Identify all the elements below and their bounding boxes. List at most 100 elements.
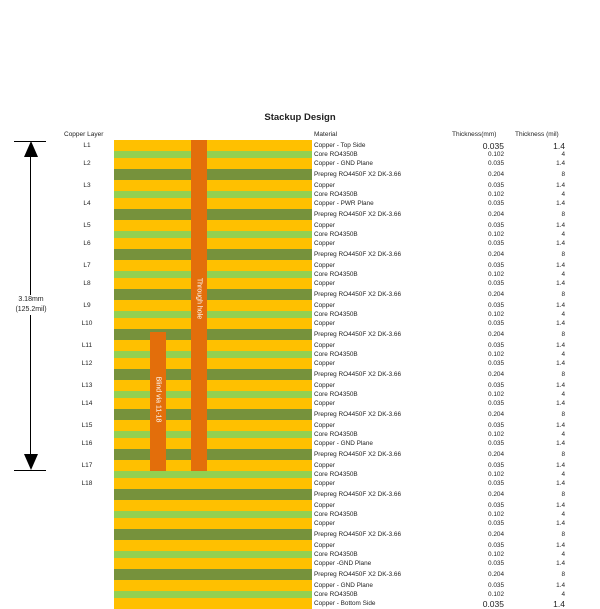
diagram-title: Stackup Design — [264, 112, 336, 123]
thickness-mil-value: 1.4 — [556, 341, 565, 349]
material-label: Copper — [314, 399, 335, 407]
thickness-mil-value: 1.4 — [556, 221, 565, 229]
thickness-mil-value: 1.4 — [556, 261, 565, 269]
copper-band — [114, 380, 312, 391]
thickness-mil-value: 4 — [561, 270, 565, 278]
thickness-mm-value: 0.035 — [488, 341, 504, 349]
thickness-mil-value: 8 — [561, 210, 565, 218]
thickness-mm-value: 0.102 — [488, 150, 504, 158]
copper-band — [114, 158, 312, 169]
thickness-mm-value: 0.102 — [488, 270, 504, 278]
copper-band — [114, 300, 312, 311]
thickness-mm-value: 0.204 — [488, 170, 504, 178]
prepreg-band — [114, 489, 312, 500]
prepreg-band — [114, 449, 312, 460]
through-hole-label: Through hole — [195, 277, 203, 320]
layer-label: L9 — [83, 301, 91, 309]
material-label: Copper — [314, 479, 335, 487]
copper-band — [114, 500, 312, 511]
thickness-mm-value: 0.204 — [488, 410, 504, 418]
material-label: Copper — [314, 181, 335, 189]
copper-band — [114, 340, 312, 351]
prepreg-band — [114, 409, 312, 420]
material-label: Core RO4350B — [314, 190, 358, 198]
thickness-mil-value: 8 — [561, 290, 565, 298]
layer-label: L1 — [83, 141, 91, 149]
copper-band — [114, 220, 312, 231]
material-label: Prepreg RO4450F X2 DK-3.66 — [314, 530, 402, 538]
thickness-mil-value: 4 — [561, 590, 565, 598]
layer-label: L10 — [81, 319, 93, 327]
core-band — [114, 431, 312, 438]
thickness-mm-value: 0.035 — [488, 461, 504, 469]
prepreg-band — [114, 329, 312, 340]
material-label: Prepreg RO4450F X2 DK-3.66 — [314, 330, 402, 338]
thickness-mil-value: 8 — [561, 490, 565, 498]
thickness-mm-value: 0.035 — [488, 279, 504, 287]
copper-band — [114, 558, 312, 569]
thickness-mil-value: 8 — [561, 250, 565, 258]
thickness-mil-value: 1.4 — [556, 501, 565, 509]
prepreg-band — [114, 569, 312, 580]
thickness-mm-value: 0.102 — [488, 430, 504, 438]
thickness-mm-value: 0.035 — [488, 519, 504, 527]
thickness-mil-value: 1.4 — [556, 279, 565, 287]
thickness-mil-value: 1.4 — [556, 439, 565, 447]
material-label: Prepreg RO4450F X2 DK-3.66 — [314, 570, 402, 578]
material-label: Copper — [314, 381, 335, 389]
material-label: Copper — [314, 301, 335, 309]
prepreg-band — [114, 529, 312, 540]
thickness-mil-value: 1.4 — [556, 519, 565, 527]
thickness-mm-value: 0.204 — [488, 490, 504, 498]
material-label: Core RO4350B — [314, 230, 358, 238]
dimension-mil: (125.2mil) — [15, 306, 47, 313]
thickness-mil-value: 8 — [561, 570, 565, 578]
dimension-label: 3.18mm (125.2mil) — [4, 295, 58, 315]
thickness-mil-value: 8 — [561, 450, 565, 458]
material-label: Copper — [314, 461, 335, 469]
thickness-mil-value: 4 — [561, 430, 565, 438]
core-band — [114, 471, 312, 478]
thickness-mil-value: 4 — [561, 230, 565, 238]
copper-band — [114, 198, 312, 209]
thickness-mm-value: 0.102 — [488, 310, 504, 318]
thickness-mil-value: 4 — [561, 550, 565, 558]
through-hole-via — [191, 140, 207, 471]
thickness-mil-value: 1.4 — [556, 359, 565, 367]
material-label: Copper — [314, 421, 335, 429]
material-label: Copper — [314, 319, 335, 327]
material-label: Copper - Bottom Side — [314, 599, 376, 607]
core-band — [114, 151, 312, 158]
prepreg-band — [114, 209, 312, 220]
thickness-mm-value: 0.035 — [488, 181, 504, 189]
copper-band — [114, 580, 312, 591]
header-material: Material — [314, 131, 338, 138]
core-band — [114, 231, 312, 238]
thickness-mm-value: 0.035 — [488, 381, 504, 389]
material-label: Core RO4350B — [314, 590, 358, 598]
thickness-mil-value: 1.4 — [556, 581, 565, 589]
material-label: Core RO4350B — [314, 270, 358, 278]
copper-band — [114, 318, 312, 329]
layer-label: L11 — [81, 341, 93, 349]
thickness-mm-value: 0.102 — [488, 590, 504, 598]
thickness-mil-value: 1.4 — [556, 159, 565, 167]
thickness-mil-value: 4 — [561, 390, 565, 398]
material-label: Core RO4350B — [314, 350, 358, 358]
layer-label: L16 — [81, 439, 93, 447]
material-label: Copper — [314, 239, 335, 247]
copper-band — [114, 540, 312, 551]
thickness-mm-value: 0.204 — [488, 370, 504, 378]
thickness-mm-value: 0.035 — [488, 261, 504, 269]
thickness-mm-value: 0.035 — [488, 421, 504, 429]
thickness-mm-value: 0.102 — [488, 550, 504, 558]
thickness-mm-value: 0.035 — [488, 581, 504, 589]
thickness-mm-value: 0.035 — [488, 439, 504, 447]
copper-band — [114, 180, 312, 191]
thickness-mm-value: 0.204 — [488, 530, 504, 538]
thickness-mm-value: 0.035 — [488, 479, 504, 487]
material-label: Copper -GND Plane — [314, 559, 372, 567]
material-label: Prepreg RO4450F X2 DK-3.66 — [314, 170, 402, 178]
thickness-mil-value: 8 — [561, 370, 565, 378]
thickness-mil-value: 1.4 — [556, 461, 565, 469]
